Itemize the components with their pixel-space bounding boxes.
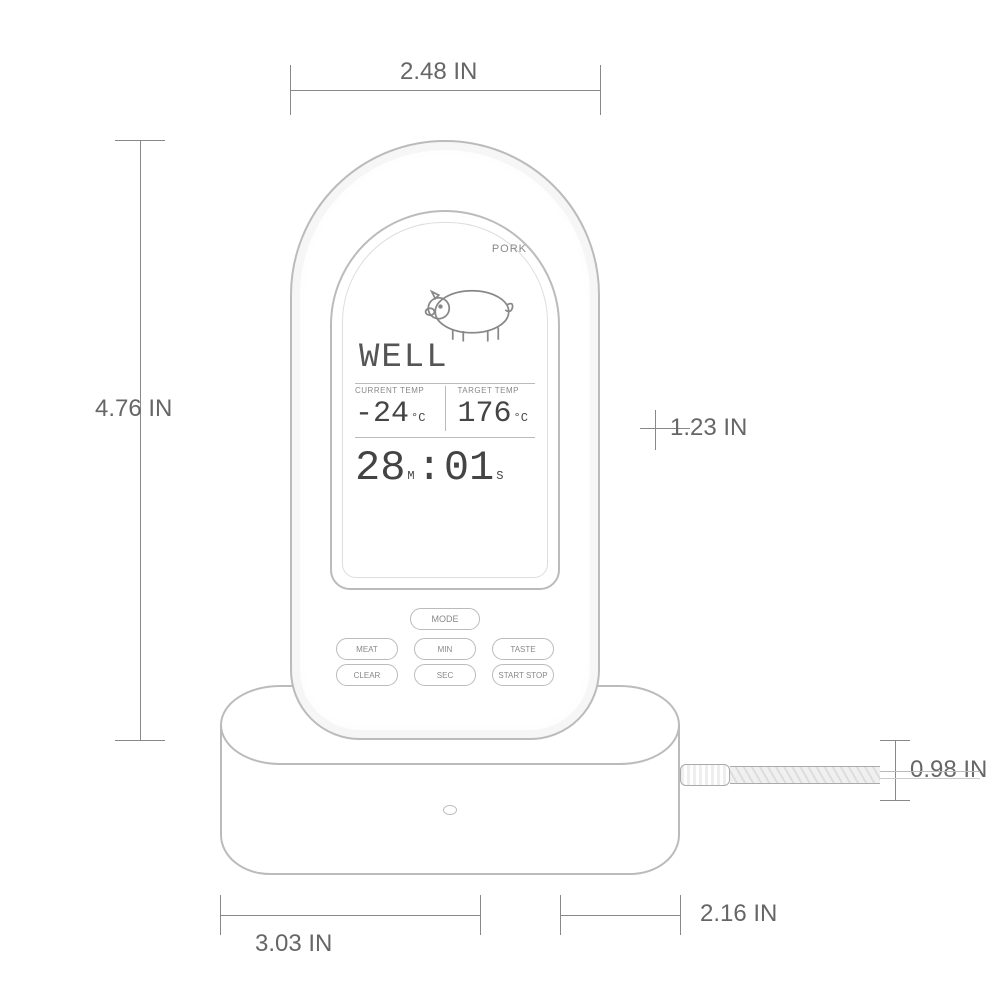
dim-label-top-width: 2.48 IN	[400, 58, 477, 86]
dim-tick	[880, 800, 910, 801]
lcd-screen: PORK WELL	[330, 210, 560, 590]
lcd-inner: PORK WELL	[342, 222, 548, 578]
dim-tick	[655, 410, 656, 450]
button-col-3: TASTE START STOP	[492, 638, 554, 686]
timer-min-unit: M	[407, 469, 414, 483]
screen-divider	[355, 437, 535, 438]
temp-separator	[445, 386, 446, 431]
dim-label-left-height: 4.76 IN	[95, 395, 172, 423]
dim-line-base-width	[220, 915, 480, 916]
target-temp-number: 176	[458, 397, 512, 431]
temp-row: CURRENT TEMP -24 °C TARGET TEMP 176 °C	[355, 386, 535, 431]
button-col-1: MEAT CLEAR	[336, 638, 398, 686]
target-temp-unit: °C	[514, 411, 528, 425]
meat-type-label: PORK	[355, 243, 535, 255]
taste-button[interactable]: TASTE	[492, 638, 554, 660]
doneness-readout: WELL	[355, 339, 535, 377]
dim-line-left	[140, 140, 141, 740]
screen-divider	[355, 383, 535, 384]
pig-icon	[417, 275, 527, 345]
probe-braided-sleeve	[730, 766, 880, 784]
target-temp-value: 176 °C	[458, 397, 536, 431]
dim-tick	[680, 895, 681, 935]
button-panel: MODE MEAT CLEAR MIN SEC TASTE START STOP	[330, 608, 560, 728]
clear-button[interactable]: CLEAR	[336, 664, 398, 686]
meat-icon-row	[355, 255, 535, 345]
probe-wire	[880, 771, 980, 779]
device-unit: PORK WELL	[290, 140, 600, 740]
meat-button[interactable]: MEAT	[336, 638, 398, 660]
dim-line-top	[290, 90, 600, 91]
min-button[interactable]: MIN	[414, 638, 476, 660]
current-temp-unit: °C	[411, 411, 425, 425]
dim-label-base-width: 3.03 IN	[255, 930, 332, 958]
button-col-2: MIN SEC	[414, 638, 476, 686]
sec-button[interactable]: SEC	[414, 664, 476, 686]
dim-tick	[600, 65, 601, 115]
base-indicator-hole	[443, 805, 457, 815]
start-stop-button[interactable]: START STOP	[492, 664, 554, 686]
timer-sec: 01	[444, 444, 494, 492]
target-temp-col: TARGET TEMP 176 °C	[458, 386, 536, 431]
timer-colon: :	[417, 444, 442, 492]
mode-button[interactable]: MODE	[410, 608, 480, 630]
dim-tick	[480, 895, 481, 935]
timer-min: 28	[355, 444, 405, 492]
dim-line-base-depth	[560, 915, 680, 916]
timer-sec-unit: S	[496, 469, 503, 483]
current-temp-label: CURRENT TEMP	[355, 386, 433, 395]
target-temp-label: TARGET TEMP	[458, 386, 536, 395]
dim-label-base-depth: 2.16 IN	[700, 900, 777, 928]
current-temp-col: CURRENT TEMP -24 °C	[355, 386, 433, 431]
probe-connector	[680, 764, 730, 786]
probe-assembly	[680, 750, 950, 800]
dim-label-right-depth: 1.23 IN	[670, 414, 747, 442]
timer-readout: 28 M : 01 S	[355, 440, 535, 492]
current-temp-number: -24	[355, 397, 409, 431]
dim-tick	[115, 740, 165, 741]
current-temp-value: -24 °C	[355, 397, 433, 431]
